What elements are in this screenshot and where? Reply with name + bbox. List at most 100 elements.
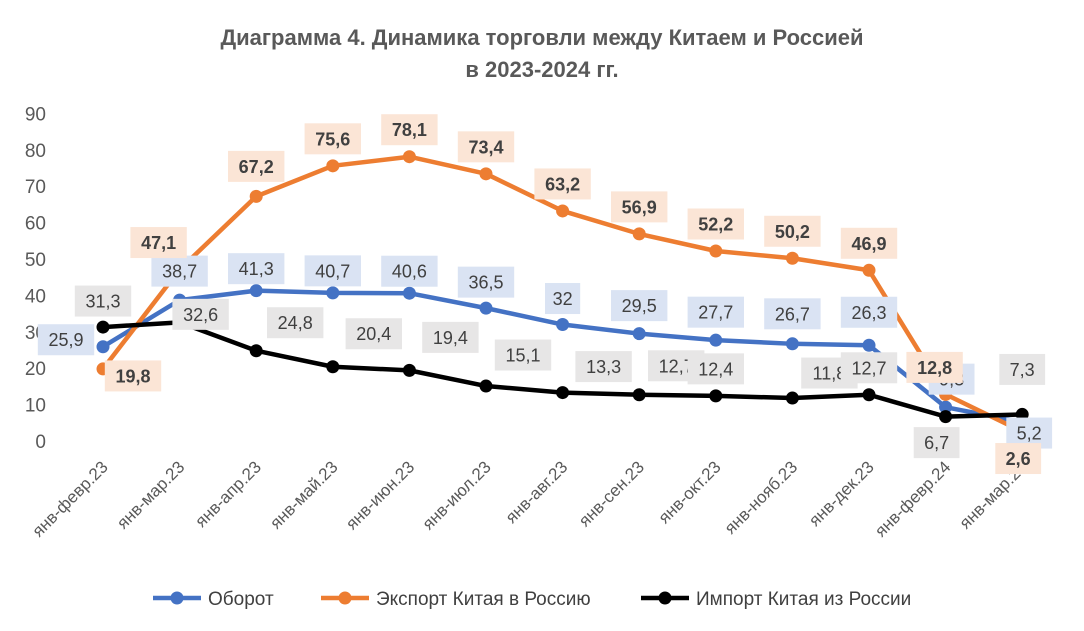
- legend-label: Оборот: [208, 589, 274, 610]
- y-tick-label: 40: [25, 286, 46, 307]
- data-label: 41,3: [239, 259, 274, 279]
- data-label: 40,6: [392, 262, 427, 282]
- data-label: 32: [553, 289, 573, 309]
- data-point: [479, 379, 493, 393]
- data-label: 52,2: [698, 214, 733, 234]
- data-point: [402, 363, 416, 377]
- data-label-box: [304, 255, 361, 287]
- data-label-box: [104, 360, 162, 392]
- x-tick-label: янв-февр.24: [871, 457, 954, 540]
- data-label-box: [457, 266, 515, 298]
- data-label: 26,7: [775, 304, 810, 324]
- data-label: 11,8: [813, 364, 847, 384]
- y-tick-label: 10: [25, 396, 46, 417]
- data-label-box: [345, 318, 402, 350]
- data-point: [785, 337, 799, 351]
- y-tick-label: 0: [35, 432, 46, 453]
- data-point: [939, 410, 953, 424]
- data-point: [249, 189, 263, 203]
- data-point: [96, 320, 110, 334]
- data-label: 26,3: [851, 303, 886, 323]
- data-point: [96, 340, 110, 354]
- data-label: 38,7: [162, 262, 197, 282]
- data-label: 19,8: [115, 366, 150, 386]
- legend-marker: [170, 591, 184, 605]
- data-label-box: [575, 351, 632, 383]
- data-point: [709, 389, 723, 403]
- data-label: 36,5: [468, 273, 503, 293]
- data-label: 40,7: [315, 261, 350, 281]
- data-point: [479, 301, 493, 315]
- chart-title-line2: в 2023-2024 гг.: [465, 57, 619, 82]
- data-label-box: [37, 324, 95, 356]
- data-label-box: [381, 255, 438, 287]
- data-label: 75,6: [315, 129, 350, 149]
- data-label: 12,8: [917, 358, 952, 378]
- data-label: 12,7: [659, 356, 694, 376]
- data-label: 31,3: [85, 292, 120, 312]
- data-label: 2,6: [1006, 449, 1031, 469]
- legend-label: Импорт Китая из России: [696, 589, 911, 610]
- legend-item-2: Импорт Китая из России: [641, 589, 911, 610]
- data-label-box: [130, 227, 187, 259]
- data-label-box: [764, 215, 821, 247]
- data-label-box: [381, 114, 438, 146]
- x-tick-label: янв-май.23: [266, 457, 341, 532]
- legend-marker: [658, 591, 672, 605]
- data-label-box: [494, 339, 552, 371]
- data-label: 67,2: [239, 157, 274, 177]
- legend-marker: [338, 591, 352, 605]
- data-label-box: [687, 296, 744, 328]
- x-tick-label: янв-апр.23: [191, 457, 265, 531]
- data-label: 63,2: [545, 174, 580, 194]
- data-label-box: [999, 353, 1046, 385]
- data-point: [862, 263, 876, 277]
- x-tick-label: янв-февр.23: [28, 457, 111, 540]
- data-label: 73,4: [468, 137, 503, 157]
- data-label-box: [913, 427, 960, 459]
- data-label: 50,2: [775, 222, 810, 242]
- y-tick-label: 60: [25, 214, 46, 235]
- data-label: 78,1: [392, 120, 427, 140]
- data-label-box: [840, 296, 898, 328]
- data-point: [556, 318, 570, 332]
- y-tick-label: 90: [25, 104, 46, 125]
- data-label-box: [422, 321, 479, 353]
- data-label: 20,4: [356, 324, 391, 344]
- chart-title: Диаграмма 4. Динамика торговли между Кит…: [0, 22, 1084, 86]
- data-label: 25,9: [48, 330, 83, 350]
- data-label-box: [267, 307, 324, 339]
- x-tick-label: янв-дек.23: [805, 457, 878, 530]
- data-label-box: [840, 352, 898, 384]
- data-point: [556, 204, 570, 218]
- data-label: 5,2: [1017, 424, 1042, 444]
- data-label-box: [228, 150, 285, 182]
- data-label: 15,1: [505, 346, 540, 366]
- x-tick-label: янв-окт.23: [655, 457, 725, 527]
- data-point: [785, 391, 799, 405]
- data-label-box: [534, 168, 591, 200]
- legend: Оборот Экспорт Китая в Россию Импорт Китая…: [153, 589, 911, 610]
- data-point: [402, 286, 416, 300]
- data-label: 27,7: [698, 303, 733, 323]
- legend-item-0: Оборот: [153, 589, 274, 610]
- x-axis: янв-февр.23 янв-мар.23 янв-апр.23 янв-май.2…: [28, 457, 1031, 540]
- x-tick-label: янв-сен.23: [575, 457, 648, 530]
- data-label-box: [687, 208, 744, 240]
- data-point: [862, 388, 876, 402]
- data-label-box: [457, 131, 515, 163]
- data-point: [249, 284, 263, 298]
- data-label-box: [611, 290, 668, 322]
- x-tick-label: янв-июн.23: [342, 457, 418, 533]
- data-labels: 25,9 38,7 41,3 40,7 40,6 36,5 32 29,5 27,7 26,7 26…: [37, 114, 1053, 475]
- data-point: [939, 400, 953, 414]
- data-label-box: [840, 227, 898, 259]
- data-label: 7,3: [1010, 360, 1035, 380]
- data-point: [862, 338, 876, 352]
- data-label-box: [906, 351, 963, 383]
- data-label: 56,9: [622, 197, 657, 217]
- data-label-box: [228, 253, 285, 285]
- data-label: 24,8: [278, 313, 313, 333]
